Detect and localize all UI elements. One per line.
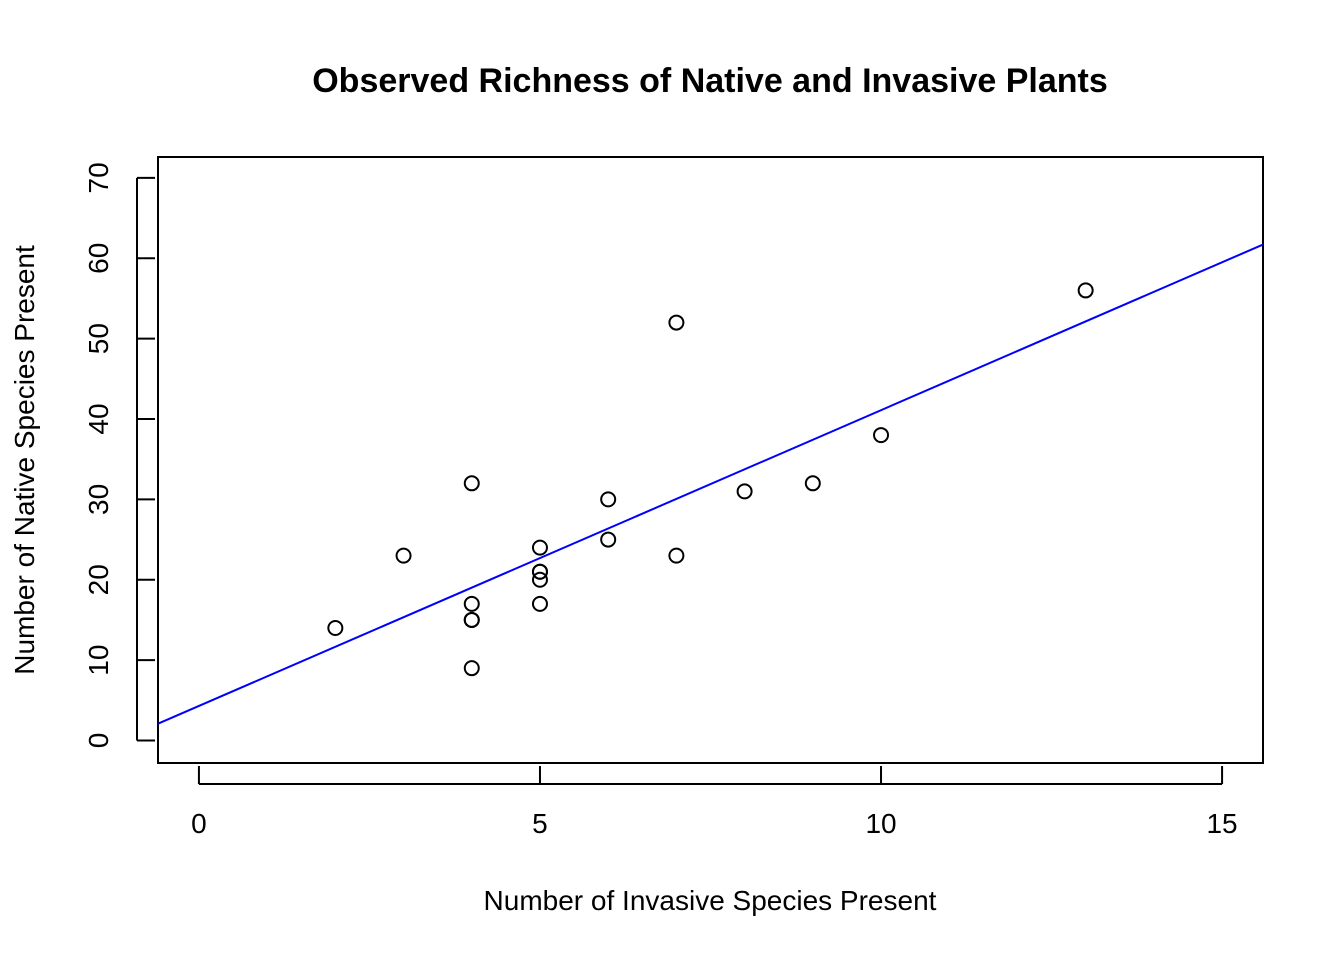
- x-tick-label: 10: [865, 808, 896, 839]
- data-point: [463, 660, 480, 677]
- y-axis: 0 10 20 30 40 50 60 70: [83, 162, 155, 748]
- y-axis-label: Number of Native Species Present: [9, 245, 40, 675]
- data-point: [531, 571, 548, 588]
- y-tick-label: 60: [83, 243, 114, 274]
- data-point: [600, 491, 617, 508]
- data-point: [1077, 282, 1094, 299]
- y-tick-label: 0: [83, 733, 114, 749]
- data-point: [531, 563, 548, 580]
- x-tick-label: 0: [191, 808, 207, 839]
- y-tick-label: 40: [83, 403, 114, 434]
- data-point: [736, 483, 753, 500]
- data-point: [600, 531, 617, 548]
- y-tick-label: 30: [83, 484, 114, 515]
- data-point: [668, 314, 685, 331]
- data-point: [463, 611, 480, 628]
- y-tick-label: 10: [83, 645, 114, 676]
- data-point: [531, 539, 548, 556]
- plot-area: [157, 243, 1264, 725]
- regression-line: [157, 243, 1264, 725]
- plot-frame: [157, 156, 1264, 764]
- data-point: [327, 619, 344, 636]
- y-tick-label: 20: [83, 564, 114, 595]
- y-tick-label: 50: [83, 323, 114, 354]
- x-axis-label: Number of Invasive Species Present: [484, 885, 937, 916]
- data-point: [873, 427, 890, 444]
- y-tick-label: 70: [83, 162, 114, 193]
- data-point: [668, 547, 685, 564]
- x-tick-label: 15: [1206, 808, 1237, 839]
- data-point: [463, 595, 480, 612]
- x-tick-label: 5: [532, 808, 548, 839]
- data-point: [804, 475, 821, 492]
- data-points: [327, 282, 1094, 677]
- x-axis: 0 5 10 15: [191, 766, 1238, 839]
- data-point: [531, 595, 548, 612]
- data-point: [395, 547, 412, 564]
- chart-title: Observed Richness of Native and Invasive…: [312, 62, 1108, 100]
- data-point: [463, 475, 480, 492]
